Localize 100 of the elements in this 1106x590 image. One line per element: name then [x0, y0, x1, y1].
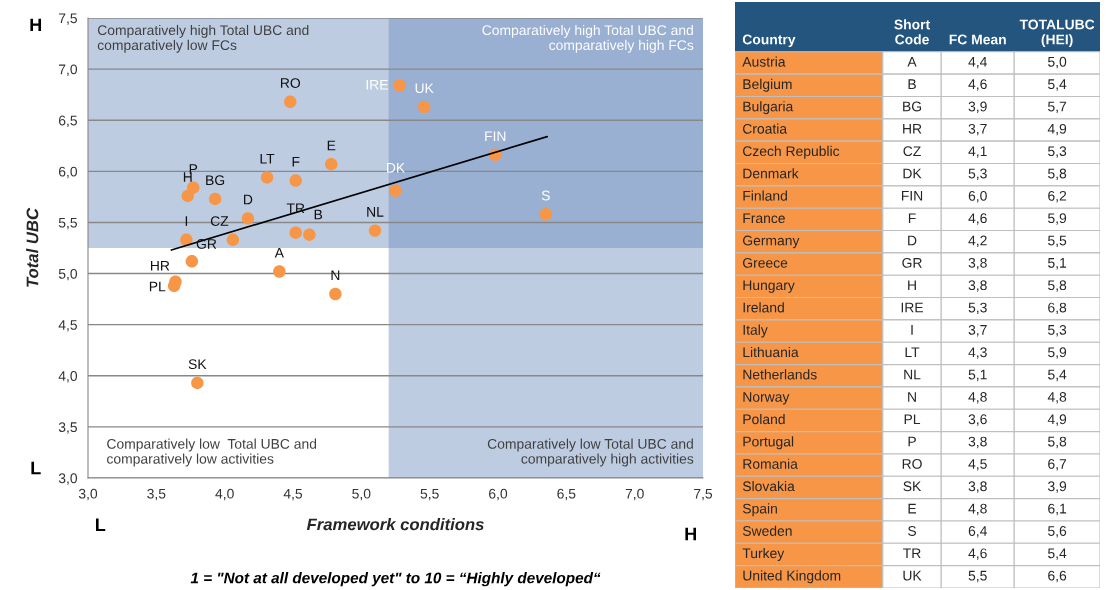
text: 4,8 — [968, 503, 987, 516]
text: Poland — [743, 413, 785, 425]
text: 3,8 — [968, 257, 987, 270]
text: 6,7 — [1048, 459, 1067, 471]
text: PL — [904, 414, 921, 425]
data-label: A — [274, 247, 284, 258]
text: 5,4 — [1048, 548, 1067, 560]
text: 3,7 — [968, 123, 987, 136]
point — [187, 181, 200, 194]
text: H — [908, 280, 916, 290]
text: H — [685, 527, 696, 541]
y-tick-label: 7,5 — [58, 13, 77, 25]
text: A — [907, 57, 917, 67]
point — [368, 224, 382, 237]
annotation: Comparatively low Total UBC and comparatively high activities — [487, 438, 694, 467]
text: 4,8 — [968, 391, 987, 404]
text: F — [908, 213, 916, 223]
data-label: SK — [188, 359, 207, 370]
y-tick-label: 5,0 — [58, 268, 78, 281]
text: 5,0 — [1048, 56, 1067, 69]
text: 4,9 — [1047, 414, 1067, 426]
text: 3,9 — [1047, 481, 1067, 493]
point — [167, 279, 181, 293]
text: Spain — [742, 503, 777, 517]
text: FIN — [901, 191, 923, 201]
data-label: F — [292, 156, 300, 167]
data-label: CZ — [210, 216, 229, 226]
x-tick-label: 5,5 — [420, 488, 439, 501]
point — [389, 184, 402, 197]
point — [260, 171, 274, 184]
data-label: IRE — [366, 79, 388, 90]
text: GR — [902, 257, 922, 268]
point — [284, 95, 297, 109]
text: 5,3 — [1048, 146, 1067, 158]
point — [226, 233, 240, 247]
text: Czech Republic — [743, 145, 840, 159]
text: Lithuania — [743, 346, 799, 358]
text: E — [908, 503, 917, 514]
text: 4,9 — [1047, 123, 1067, 136]
text: United Kingdom — [743, 570, 841, 584]
point — [417, 100, 431, 114]
data-label: S — [541, 190, 550, 201]
text: Belgium — [743, 78, 792, 92]
y-axis-title: Total UBC — [26, 207, 39, 287]
x-tick-label: 3,5 — [147, 488, 166, 501]
data-label: D — [244, 194, 253, 205]
text: S — [908, 526, 917, 536]
text: DK — [903, 168, 922, 179]
point — [303, 228, 316, 241]
point — [539, 208, 553, 221]
text: 3,9 — [968, 101, 987, 114]
text: 5,8 — [1048, 436, 1067, 449]
x-axis-title: Framework conditions — [306, 518, 484, 531]
data-label: UK — [415, 83, 434, 94]
category-label: Country — [742, 34, 796, 48]
y-tick-label: 6,0 — [58, 166, 78, 179]
text: Germany — [743, 235, 800, 249]
y-tick-label: 6,5 — [58, 115, 77, 128]
text: 5,8 — [1048, 168, 1067, 181]
text: HR — [903, 124, 922, 134]
data-label: PL — [149, 281, 166, 292]
text: 4,6 — [968, 548, 987, 560]
text: Greece — [743, 257, 788, 268]
annotation: Comparatively low Total UBC and comparatively low activities — [107, 438, 317, 467]
y-tick-label: 7,0 — [58, 64, 78, 76]
text: 4,2 — [968, 235, 987, 248]
point — [289, 174, 302, 187]
text: 6,6 — [1048, 570, 1067, 583]
text: 5,8 — [1048, 280, 1067, 292]
text: 4,6 — [968, 79, 987, 91]
text: 6,8 — [1048, 302, 1067, 315]
text: 5,3 — [1048, 324, 1067, 337]
data-label: FIN — [485, 131, 506, 141]
text: 4,3 — [968, 347, 987, 359]
data-label: P — [189, 164, 198, 174]
x-tick-label: 4,0 — [215, 488, 234, 501]
text: 5,1 — [1048, 258, 1067, 270]
text: Slovakia — [742, 480, 795, 492]
text: 3,8 — [968, 436, 987, 449]
text: 5,4 — [1048, 79, 1067, 91]
data-label: E — [327, 140, 336, 151]
text: IRE — [901, 302, 923, 313]
x-tick-label: 4,5 — [283, 488, 303, 501]
category-label: FC Mean — [949, 34, 1006, 45]
x-tick-label: 3,0 — [78, 488, 98, 501]
x-tick-label: 7,0 — [625, 488, 644, 501]
text: SK — [903, 481, 922, 492]
text: CZ — [903, 146, 921, 157]
y-tick-label: 3,0 — [58, 473, 78, 485]
x-tick-label: 6,0 — [489, 488, 508, 501]
data-label: DK — [386, 163, 405, 173]
text: Sweden — [742, 525, 792, 536]
text: Norway — [743, 392, 790, 405]
category-label: TOTALUBC (HEI) — [1019, 19, 1095, 48]
data-label: I — [185, 216, 188, 226]
text: H — [30, 18, 42, 32]
point — [393, 79, 406, 92]
text: L — [31, 461, 41, 475]
text: 5,7 — [1048, 101, 1067, 114]
text: 6,2 — [1048, 190, 1067, 203]
